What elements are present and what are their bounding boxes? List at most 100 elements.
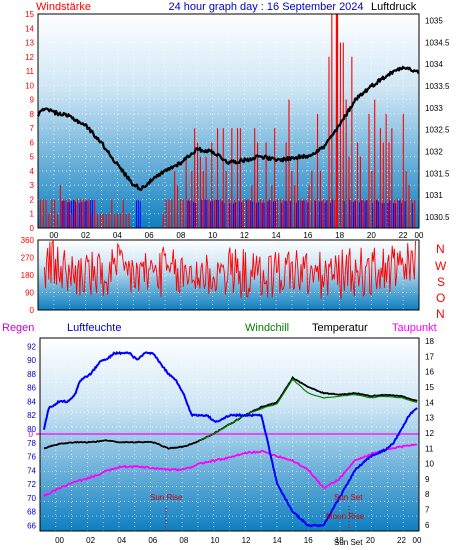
temperature-tick-label: 12 [425, 429, 434, 438]
panel3-x-tick-label: 04 [117, 536, 126, 545]
humidity-tick-label: 88 [27, 370, 36, 379]
direction-tick-label: 360 [21, 236, 35, 245]
humidity-tick-label: 66 [27, 521, 36, 530]
direction-tick-label: 0 [30, 306, 35, 315]
temperature-tick-label: 6 [425, 521, 430, 530]
pressure-tick-label: 1033 [425, 104, 443, 113]
panel3-x-tick-label: 12 [242, 536, 251, 545]
pressure-tick-label: 1032 [425, 148, 443, 157]
pressure-tick-label: 1031 [425, 191, 443, 200]
pressure-axis-label: Luftdruck [371, 1, 417, 13]
windchill-line [199, 378, 418, 441]
pressure-tick-label: 1033.5 [425, 82, 450, 91]
temperature-tick-label: 16 [425, 368, 434, 377]
panel3-x-tick-label: 16 [304, 536, 313, 545]
temperature-tick-label: 11 [425, 444, 434, 453]
panel1-x-tick-label: 00 [415, 231, 424, 240]
panel1-x-tick-label: 10 [208, 231, 217, 240]
temperature-tick-label: 15 [425, 383, 434, 392]
wind-tick-label: 1 [30, 210, 35, 219]
humidity-tick-label: 90 [27, 356, 36, 365]
wind-tick-label: 15 [25, 10, 34, 19]
wind-tick-label: 0 [30, 224, 35, 233]
humidity-tick-label: 82 [27, 411, 36, 420]
legend-windchill: Windchill [245, 322, 289, 334]
moon-rise-label: Moon Rise [326, 512, 365, 521]
legend-luftfeuchte: Luftfeuchte [67, 322, 121, 334]
panel1-x-tick-label: 18 [335, 231, 344, 240]
compass-n-bottom: N [436, 307, 445, 321]
pressure-tick-label: 1032.5 [425, 126, 450, 135]
panel1-x-tick-label: 04 [113, 231, 122, 240]
panel1-background [38, 14, 419, 228]
temperature-tick-label: 14 [425, 398, 434, 407]
sun-set-bottom-label: Sun Set [334, 538, 363, 547]
wind-tick-label: 11 [26, 67, 35, 76]
compass-o: O [436, 291, 445, 305]
humidity-tick-label: 68 [27, 508, 36, 517]
pressure-tick-label: 1034.5 [425, 38, 450, 47]
humidity-tick-label: 74 [27, 466, 36, 475]
wind-tick-label: 6 [30, 138, 35, 147]
wind-tick-label: 9 [30, 96, 35, 105]
panel1-x-tick-label: 00 [49, 231, 58, 240]
sun-rise-label: Sun Rise [150, 493, 183, 502]
panel1-x-tick-label: 06 [145, 231, 154, 240]
wind-tick-label: 7 [30, 124, 35, 133]
compass-n-top: N [436, 242, 445, 256]
panel3-x-tick-label: 00 [55, 536, 64, 545]
panel3-x-tick-label: 02 [86, 536, 95, 545]
direction-tick-label: 90 [25, 289, 34, 298]
wind-tick-label: 8 [30, 110, 35, 119]
humidity-tick-label: 72 [27, 480, 36, 489]
panel3-x-tick-label: 00 [413, 536, 422, 545]
panel3-x-tick-label: 18 [335, 536, 344, 545]
panel1-x-tick-label: 12 [240, 231, 249, 240]
sun-set-label: Sun Set [334, 493, 363, 502]
compass-s: S [437, 275, 445, 289]
chart-title: 24 hour graph day : 16 September 2024 [168, 1, 363, 13]
panel1-border [37, 13, 420, 229]
panel3-border [39, 337, 420, 532]
legend-regen: Regen [2, 322, 34, 334]
panel3-x-tick-label: 20 [366, 536, 375, 545]
temperature-tick-label: 13 [425, 414, 434, 423]
wind-tick-label: 2 [30, 195, 35, 204]
panel1-x-tick-label: 16 [303, 231, 312, 240]
panel3-x-tick-label: 06 [148, 536, 157, 545]
panel3-x-tick-label: 14 [273, 536, 282, 545]
panel1-x-tick-label: 22 [399, 231, 408, 240]
panel1-x-tick-label: 02 [81, 231, 90, 240]
humidity-tick-label: 70 [27, 494, 36, 503]
legend-taupunkt: Taupunkt [392, 322, 437, 334]
wind-tick-label: 10 [25, 81, 34, 90]
wind-direction-line [43, 239, 416, 300]
legend-temperatur: Temperatur [312, 322, 368, 334]
pressure-tick-label: 1035 [425, 17, 443, 26]
wind-axis-label: Windstärke [36, 1, 91, 13]
wind-tick-label: 14 [25, 24, 34, 33]
panel3-x-tick-label: 08 [179, 536, 188, 545]
dewpoint-line [43, 443, 418, 497]
panel3-x-tick-label: 22 [397, 536, 406, 545]
pressure-line [37, 65, 420, 191]
pressure-tick-label: 1030.5 [425, 213, 450, 222]
humidity-tick-label: 78 [27, 439, 36, 448]
humidity-line [43, 350, 418, 528]
compass-w: W [435, 259, 447, 273]
temperature-tick-label: 8 [425, 490, 430, 499]
humidity-tick-label: 92 [27, 342, 36, 351]
direction-tick-label: 180 [21, 271, 35, 280]
panel2-border [37, 239, 420, 311]
temperature-tick-label: 10 [425, 460, 434, 469]
wind-tick-label: 4 [30, 167, 35, 176]
panel3-x-tick-label: 10 [211, 536, 220, 545]
pressure-tick-label: 1034 [425, 60, 443, 69]
pressure-tick-label: 1031.5 [425, 169, 450, 178]
humidity-tick-label: 86 [27, 384, 36, 393]
wind-tick-label: 12 [25, 53, 34, 62]
panel1-x-tick-label: 20 [367, 231, 376, 240]
rain-zero-label: 0 [29, 430, 34, 439]
